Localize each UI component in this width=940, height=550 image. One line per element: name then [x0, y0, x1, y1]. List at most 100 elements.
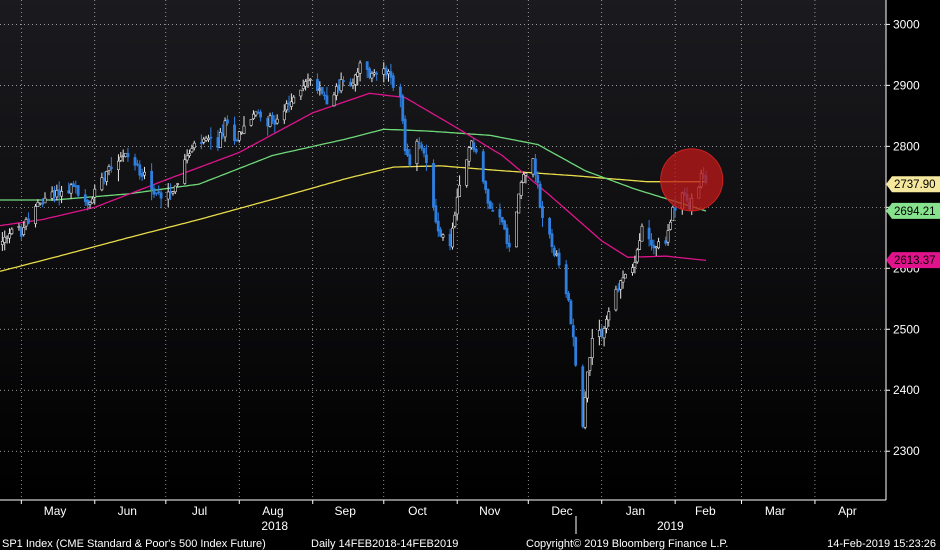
candle-body	[102, 178, 106, 181]
candle-body	[567, 293, 570, 301]
candle-body	[216, 137, 220, 148]
candle-body	[273, 120, 277, 125]
candle-body	[199, 142, 203, 144]
candle-body	[564, 264, 568, 295]
candle-body	[36, 202, 40, 207]
month-label: Dec	[551, 504, 572, 518]
candle-body	[67, 190, 71, 194]
candle-body	[8, 233, 11, 239]
ma-line-magenta	[0, 92, 707, 262]
candle-body	[583, 397, 587, 428]
month-label: Oct	[408, 504, 427, 518]
candle-body	[467, 147, 471, 162]
candle-body	[408, 154, 412, 166]
candle-body	[581, 366, 585, 427]
year-label: 2019	[657, 519, 684, 533]
candle-body	[519, 182, 523, 196]
candle-body	[524, 172, 528, 176]
candle-body	[140, 173, 144, 177]
candle-body	[647, 227, 651, 240]
candle-body	[171, 191, 175, 194]
candle-body	[557, 252, 561, 266]
candle-body	[621, 277, 625, 283]
candle-body	[401, 95, 405, 122]
value-badge	[886, 176, 940, 193]
candle-body	[173, 185, 177, 193]
candle-body	[22, 227, 26, 235]
candle-body	[249, 119, 253, 126]
candle-body	[541, 206, 544, 218]
y-tick-label: 2500	[893, 322, 920, 336]
candle-body	[282, 110, 286, 121]
candle-body	[24, 219, 28, 227]
candle-body	[607, 311, 611, 321]
candle-body	[109, 166, 113, 170]
candle-body	[318, 88, 322, 91]
candle-body	[586, 371, 589, 399]
candle-body	[86, 199, 90, 206]
candle-body	[185, 155, 189, 161]
footer: SP1 Index (CME Standard & Poor's 500 Ind…	[2, 538, 936, 550]
candle-body	[117, 160, 120, 171]
candle-body	[271, 115, 274, 121]
candle-body	[657, 241, 660, 249]
candle-body	[441, 234, 445, 238]
candle-body	[635, 249, 639, 263]
candle-body	[522, 174, 525, 183]
candle-body	[299, 89, 303, 97]
candle-body	[74, 185, 78, 188]
candle-body	[356, 71, 360, 77]
candle-body	[143, 171, 146, 176]
candle-body	[633, 262, 637, 268]
candle-body	[190, 148, 194, 153]
value-badge-label: 2613.37	[894, 255, 936, 267]
candle-body	[292, 96, 296, 104]
candle-body	[484, 180, 488, 190]
candle-body	[159, 192, 163, 199]
candle-body	[0, 241, 4, 245]
candle-body	[503, 220, 506, 230]
candle-body	[138, 164, 142, 176]
candle-body	[505, 227, 509, 244]
candle-body	[455, 196, 459, 215]
candle-body	[650, 239, 653, 246]
candle-body	[209, 136, 213, 139]
gridlines	[0, 0, 886, 500]
highlight-circle	[660, 148, 724, 212]
candle-body	[470, 140, 473, 148]
candle-body	[382, 68, 386, 75]
footer-range: Daily 14FEB2018-14FEB2019	[311, 538, 458, 550]
candle-body	[571, 325, 575, 338]
candle-body	[204, 137, 208, 141]
month-label: Feb	[695, 504, 716, 518]
candle-body	[17, 225, 21, 228]
candle-body	[27, 218, 30, 224]
candle-body	[83, 194, 87, 203]
y-tick-label: 2300	[893, 444, 920, 458]
plot-background	[0, 0, 886, 500]
candle-body	[136, 163, 139, 166]
candle-body	[105, 171, 109, 182]
month-label: Sep	[335, 504, 357, 518]
candle-body	[453, 214, 457, 227]
month-label: Mar	[765, 504, 786, 518]
month-label: Aug	[262, 504, 283, 518]
candle-body	[488, 201, 492, 209]
y-tick-label: 2400	[893, 383, 920, 397]
month-label: Jan	[626, 504, 645, 518]
candle-body	[19, 227, 23, 237]
candle-body	[624, 274, 627, 279]
candle-body	[3, 236, 7, 243]
year-label: 2018	[261, 519, 288, 533]
candle-body	[233, 124, 236, 142]
candle-body	[500, 216, 504, 223]
candle-body	[403, 118, 407, 152]
candle-body	[368, 68, 371, 78]
candle-body	[268, 115, 272, 127]
candle-body	[552, 247, 556, 256]
candle-body	[334, 86, 338, 96]
candle-body	[448, 233, 452, 247]
candle-body	[451, 227, 454, 248]
candle-body	[474, 148, 478, 153]
candle-body	[323, 94, 326, 97]
